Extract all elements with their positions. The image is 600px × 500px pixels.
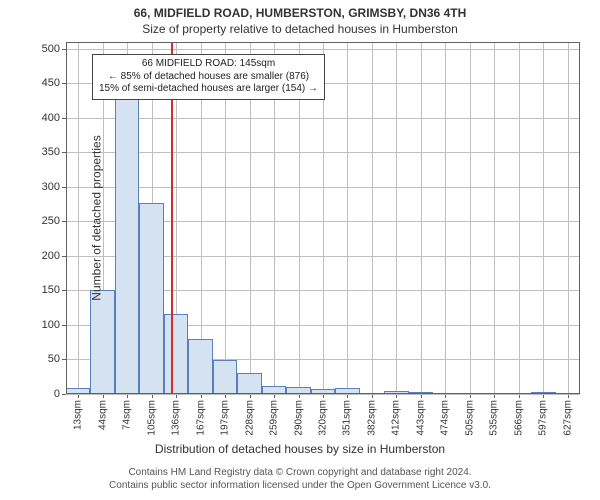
y-tick-mark: [62, 152, 66, 153]
y-tick-label: 400: [42, 112, 60, 124]
x-tick-label: 505sqm: [464, 400, 475, 436]
histogram-bar: [409, 392, 433, 394]
y-tick-mark: [62, 325, 66, 326]
chart-root: { "layout": { "width_px": 600, "height_p…: [0, 0, 600, 500]
histogram-bar: [164, 314, 188, 394]
grid-line-v: [78, 42, 79, 394]
grid-line-v: [470, 42, 471, 394]
x-tick-label: 351sqm: [342, 400, 353, 436]
chart-title-line2: Size of property relative to detached ho…: [0, 22, 600, 36]
grid-line-h: [66, 49, 580, 50]
histogram-bar: [311, 389, 335, 394]
x-tick-label: 197sqm: [220, 400, 231, 436]
x-axis-label: Distribution of detached houses by size …: [0, 442, 600, 456]
annotation-line: 66 MIDFIELD ROAD: 145sqm: [99, 58, 318, 71]
y-tick-mark: [62, 118, 66, 119]
histogram-bar: [213, 360, 237, 395]
x-tick-label: 320sqm: [318, 400, 329, 436]
histogram-bar: [384, 391, 408, 394]
x-tick-label: 412sqm: [391, 400, 402, 436]
histogram-bar: [139, 203, 163, 394]
y-tick-mark: [62, 256, 66, 257]
annotation-line: ← 85% of detached houses are smaller (87…: [99, 71, 318, 84]
y-tick-mark: [62, 359, 66, 360]
annotation-line: 15% of semi-detached houses are larger (…: [99, 83, 318, 96]
x-tick-label: 627sqm: [562, 400, 573, 436]
y-tick-label: 200: [42, 250, 60, 262]
y-tick-label: 250: [42, 215, 60, 227]
histogram-bar: [188, 339, 212, 394]
x-tick-label: 259sqm: [269, 400, 280, 436]
grid-line-v: [445, 42, 446, 394]
grid-line-v: [543, 42, 544, 394]
histogram-bar: [237, 373, 261, 394]
grid-line-h: [66, 152, 580, 153]
y-tick-mark: [62, 83, 66, 84]
x-tick-label: 228sqm: [244, 400, 255, 436]
grid-line-v: [519, 42, 520, 394]
footer-line1: Contains HM Land Registry data © Crown c…: [0, 466, 600, 479]
y-tick-mark: [62, 221, 66, 222]
grid-line-v: [347, 42, 348, 394]
y-axis-label: Number of detached properties: [90, 135, 104, 300]
grid-line-h: [66, 187, 580, 188]
histogram-bar: [90, 290, 114, 394]
y-tick-mark: [62, 49, 66, 50]
grid-line-v: [372, 42, 373, 394]
x-tick-label: 474sqm: [440, 400, 451, 436]
x-tick-label: 443sqm: [415, 400, 426, 436]
y-tick-label: 350: [42, 146, 60, 158]
chart-title-line1: 66, MIDFIELD ROAD, HUMBERSTON, GRIMSBY, …: [0, 6, 600, 20]
grid-line-h: [66, 394, 580, 395]
y-tick-mark: [62, 187, 66, 188]
x-tick-label: 44sqm: [97, 400, 108, 430]
histogram-bar: [66, 388, 90, 394]
y-tick-label: 500: [42, 43, 60, 55]
x-tick-label: 136sqm: [171, 400, 182, 436]
y-tick-label: 100: [42, 319, 60, 331]
y-tick-label: 0: [54, 388, 60, 400]
y-tick-label: 150: [42, 284, 60, 296]
x-tick-label: 597sqm: [538, 400, 549, 436]
histogram-bar: [286, 387, 310, 394]
histogram-bar: [262, 386, 286, 394]
x-tick-label: 290sqm: [293, 400, 304, 436]
x-tick-label: 105sqm: [146, 400, 157, 436]
grid-line-v: [568, 42, 569, 394]
y-tick-mark: [62, 394, 66, 395]
grid-line-h: [66, 118, 580, 119]
y-tick-mark: [62, 290, 66, 291]
x-tick-label: 74sqm: [122, 400, 133, 430]
annotation-box: 66 MIDFIELD ROAD: 145sqm← 85% of detache…: [92, 54, 325, 100]
x-tick-label: 167sqm: [195, 400, 206, 436]
histogram-bar: [115, 81, 139, 394]
footer-line2: Contains public sector information licen…: [0, 479, 600, 492]
attribution-footer: Contains HM Land Registry data © Crown c…: [0, 466, 600, 492]
grid-line-v: [494, 42, 495, 394]
x-tick-label: 382sqm: [366, 400, 377, 436]
y-tick-label: 50: [48, 353, 60, 365]
y-tick-label: 450: [42, 77, 60, 89]
x-tick-label: 535sqm: [489, 400, 500, 436]
histogram-bar: [335, 388, 359, 394]
x-tick-label: 566sqm: [513, 400, 524, 436]
histogram-bar: [531, 392, 555, 394]
grid-line-v: [396, 42, 397, 394]
x-tick-label: 13sqm: [73, 400, 84, 430]
y-tick-label: 300: [42, 181, 60, 193]
grid-line-v: [421, 42, 422, 394]
